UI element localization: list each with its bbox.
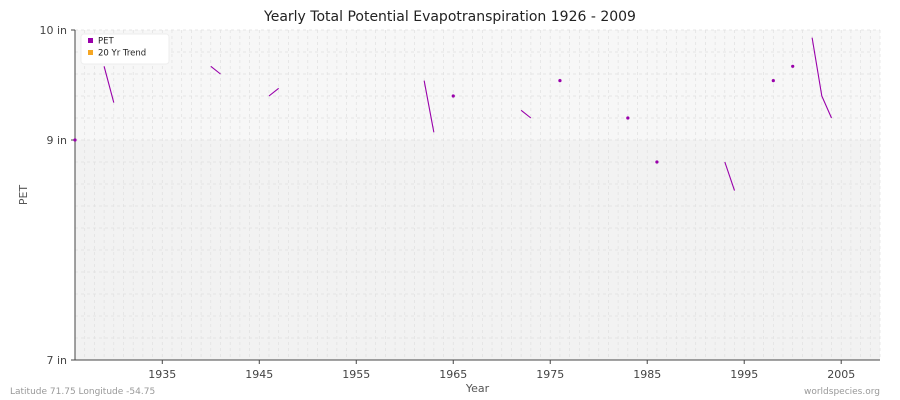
pet-point	[771, 79, 775, 83]
x-tick-label: 1935	[148, 368, 176, 381]
legend-label: PET	[98, 37, 114, 47]
x-tick-label: 1945	[245, 368, 273, 381]
pet-line-segment	[210, 65, 221, 75]
legend-label: 20 Yr Trend	[98, 49, 146, 59]
legend: PET 20 Yr Trend	[80, 33, 170, 65]
pet-point	[73, 138, 77, 142]
x-tick-label: 2005	[827, 368, 855, 381]
axes	[74, 30, 880, 361]
x-axis-label: Year	[465, 382, 490, 395]
x-tick-label: 1975	[536, 368, 564, 381]
x-tick-label: 1995	[730, 368, 758, 381]
pet-point	[451, 94, 455, 98]
pet-line-segment	[268, 87, 280, 97]
plot-band-upper	[75, 30, 880, 140]
tick-labels: 1935 1945 1955 1965 1975 1985 1995 2005 7 in 9 in…	[39, 24, 855, 381]
y-tick-label: 10 in	[39, 24, 67, 37]
plot-background	[75, 30, 880, 360]
y-tick-label: 9 in	[46, 134, 67, 147]
pet-line-segment	[103, 66, 115, 103]
x-tick-label: 1955	[342, 368, 370, 381]
pet-point	[558, 79, 562, 83]
y-tick-label: 7 in	[46, 354, 67, 367]
grid-lines	[74, 29, 881, 361]
x-tick-label: 1965	[439, 368, 467, 381]
footer-location: Latitude 71.75 Longitude -54.75	[10, 387, 155, 397]
pet-point	[791, 64, 795, 68]
footer-source: worldspecies.org	[804, 387, 880, 397]
pet-line-segment	[520, 109, 532, 119]
y-axis-label: PET	[17, 185, 30, 206]
pet-line-segment	[724, 161, 736, 191]
pet-point	[626, 116, 630, 120]
legend-swatch	[88, 50, 93, 55]
chart-title: Yearly Total Potential Evapotranspiratio…	[263, 9, 636, 25]
legend-box	[80, 33, 170, 65]
legend-swatch	[88, 38, 93, 43]
pet-line-segment	[423, 80, 435, 133]
pet-point	[655, 160, 659, 164]
series-pet	[73, 37, 833, 191]
x-tick-label: 1985	[633, 368, 661, 381]
pet-line-segment	[811, 37, 833, 119]
